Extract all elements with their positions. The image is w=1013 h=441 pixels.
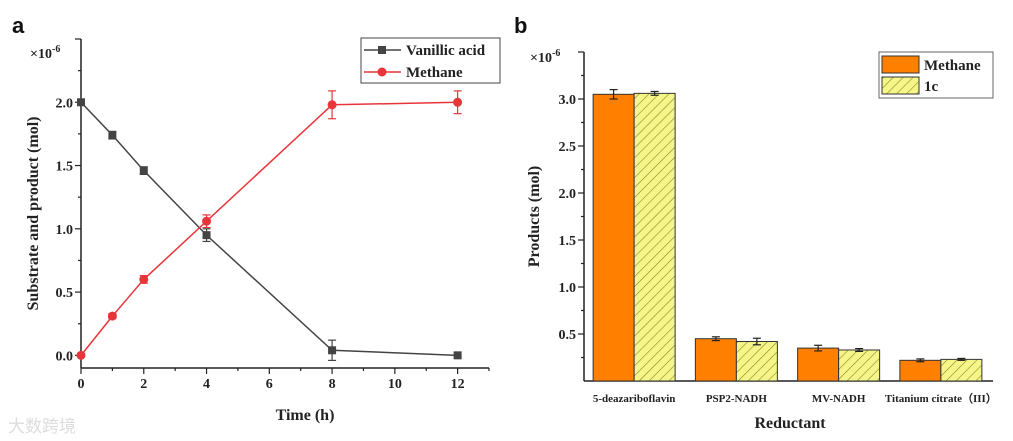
x-tick-label: 0	[78, 377, 85, 392]
x-tick-label: 8	[329, 377, 336, 392]
data-point	[107, 311, 117, 321]
series-line-vanillic-acid	[80, 101, 458, 357]
bar-methane	[899, 359, 942, 382]
legend-marker	[377, 67, 387, 77]
y-tick-label: 2.5	[559, 140, 577, 155]
x-tick-label: 12	[451, 377, 465, 392]
x-axis-label: Time (h)	[276, 407, 335, 424]
bar-1c	[633, 92, 676, 382]
legend-marker	[378, 46, 386, 54]
x-tick-label: 2	[140, 377, 147, 392]
panel-label-b: b	[514, 13, 527, 38]
x-tick-label: 10	[388, 377, 402, 392]
legend-label: Vanillic acid	[406, 43, 486, 59]
legend-label: 1c	[924, 79, 939, 95]
data-point	[328, 346, 337, 355]
y-tick-label: 2.0	[559, 187, 577, 202]
data-point	[77, 98, 85, 107]
x-tick-label: 6	[266, 377, 273, 392]
watermark: 大数跨境	[8, 417, 76, 437]
y-axis-label: Substrate and product (mol)	[25, 117, 42, 311]
bar-1c	[940, 358, 983, 382]
x-tick-label: 4	[203, 377, 210, 392]
y-multiplier: ×10-6	[30, 44, 60, 62]
series-line-methane	[80, 101, 458, 356]
category-label: Titanium citrate（III）	[885, 392, 997, 405]
data-point	[327, 100, 337, 110]
category-label: 5-deazariboflavin	[593, 393, 676, 405]
y-tick-label: 3.0	[559, 93, 577, 108]
y-tick-label: 2.0	[56, 96, 74, 111]
legend-label: Methane	[924, 58, 981, 74]
y-axis-label: Products (mol)	[526, 166, 543, 267]
legend-swatch	[881, 76, 920, 95]
data-point	[108, 131, 117, 140]
y-tick-label: 0.0	[56, 349, 74, 364]
data-point	[76, 350, 86, 360]
bar-1c	[838, 349, 881, 382]
legend-swatch	[881, 55, 920, 74]
legend-label: Methane	[406, 65, 463, 81]
data-point	[453, 351, 462, 360]
y-tick-label: 1.5	[56, 160, 74, 175]
data-point	[139, 274, 149, 284]
y-tick-label: 0.5	[559, 328, 577, 343]
y-tick-label: 1.0	[559, 281, 577, 296]
y-tick-label: 1.5	[559, 234, 577, 249]
data-point	[453, 97, 463, 107]
x-axis-label: Reductant	[754, 415, 826, 432]
data-point	[202, 216, 212, 226]
y-multiplier: ×10-6	[530, 48, 560, 66]
bar-methane	[797, 347, 840, 382]
bar-methane	[694, 338, 737, 382]
category-label: MV-NADH	[812, 393, 866, 405]
y-tick-label: 0.5	[56, 286, 74, 301]
panel-label-a: a	[12, 13, 25, 38]
bar-methane	[592, 93, 635, 382]
data-point	[202, 231, 211, 240]
y-tick-label: 1.0	[56, 223, 74, 238]
category-label: PSP2-NADH	[706, 393, 768, 405]
data-point	[139, 166, 148, 175]
bar-1c	[735, 341, 778, 382]
